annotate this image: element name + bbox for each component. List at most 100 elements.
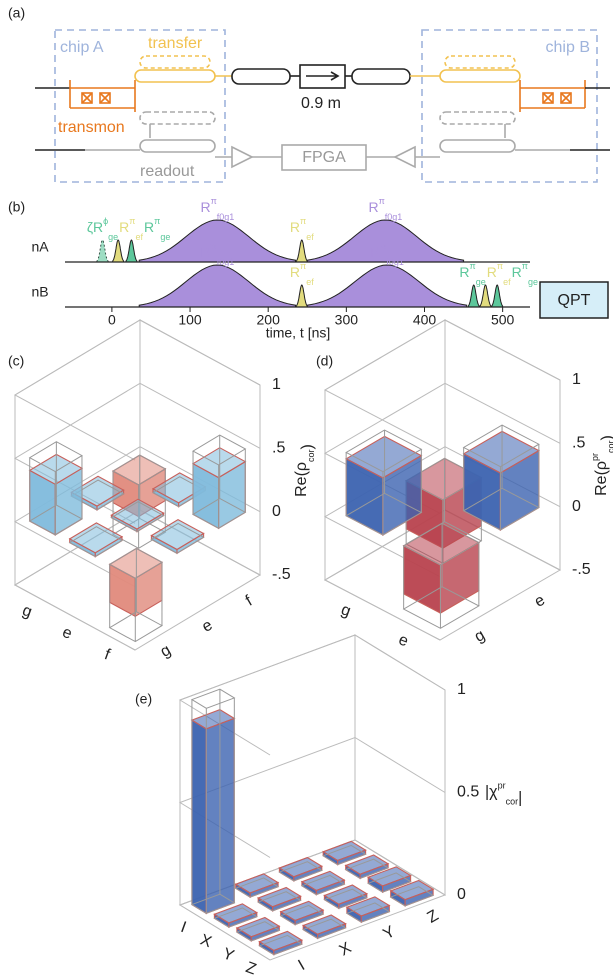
col-label: e: [199, 617, 215, 636]
col-label: g: [158, 642, 174, 661]
label-sup: π: [522, 261, 528, 271]
label: ζRϕge: [87, 216, 118, 242]
readout-label: readout: [140, 163, 195, 180]
ideal-outline: [213, 907, 258, 928]
label: Rπef: [487, 261, 511, 287]
panel-label: (e): [135, 691, 152, 707]
ideal-outline: [345, 902, 391, 923]
ideal-outline: [344, 858, 390, 879]
ideal-outline: [402, 522, 480, 629]
label-sub: ef: [306, 232, 314, 242]
resonator: [439, 69, 521, 83]
pulse: [96, 239, 109, 263]
label-sup: π: [470, 261, 476, 271]
label-sub: ef: [306, 277, 314, 287]
label: |χprcor|: [485, 781, 522, 807]
chip-b-box: [421, 29, 598, 183]
fpga-label: FPGA: [302, 149, 346, 166]
z-tick-label: 0: [572, 498, 581, 515]
x-tick-label: 500: [491, 312, 515, 328]
chip-label: chip A: [60, 39, 104, 56]
ideal-outline: [235, 921, 281, 942]
bar-top: [389, 879, 435, 901]
label-base: Re(ρ: [293, 462, 310, 497]
transmon-label: transmon: [58, 119, 125, 136]
ideal-outline: [28, 441, 83, 536]
arrow: [306, 71, 340, 81]
z-tick-label: 1: [272, 376, 281, 393]
label-sup: π: [380, 241, 386, 251]
panel-label: (d): [316, 353, 333, 369]
label-sub: cor: [606, 440, 613, 453]
resonator: [439, 139, 516, 153]
channel-label: nB: [31, 284, 48, 300]
ideal-outline: [300, 874, 346, 896]
label-prefix: ζ: [87, 219, 93, 235]
row-label: g: [339, 601, 353, 620]
z-tick-label: 1: [457, 681, 466, 698]
pulse: [491, 284, 504, 308]
row-label: Z: [243, 959, 258, 975]
pulse: [306, 219, 465, 263]
ideal-outline: [190, 688, 236, 914]
junction: [99, 92, 111, 104]
label-sup: π: [300, 216, 306, 226]
pulse: [125, 239, 138, 263]
z-tick-label: .5: [572, 435, 585, 452]
z-tick-label: -.5: [572, 561, 591, 578]
junction: [81, 92, 93, 104]
x-tick-label: 300: [335, 312, 359, 328]
pulse: [295, 284, 308, 308]
bar-top: [150, 518, 205, 551]
ideal-outline: [322, 844, 367, 866]
panel-label: (c): [8, 353, 24, 369]
pulse: [479, 284, 492, 308]
label: Rπef: [119, 216, 143, 242]
ideal-outline: [367, 872, 412, 893]
label-sup: ϕ: [103, 216, 108, 226]
resonator: [139, 139, 216, 153]
label-sup: π: [211, 241, 217, 251]
channel-label: nA: [31, 239, 49, 255]
row-label: f: [102, 646, 113, 664]
bar-top: [258, 930, 304, 952]
label-base: R: [93, 219, 103, 235]
schematic: [35, 29, 610, 183]
z-tick-label: 0.5: [457, 784, 479, 801]
chip-label: chip B: [546, 39, 590, 56]
ideal-outline: [68, 526, 123, 558]
x-tick-label: 0: [108, 312, 116, 328]
bar-top: [279, 900, 325, 922]
label-base: R: [290, 264, 300, 280]
grid-line: [323, 509, 561, 641]
panel-label: (b): [8, 199, 25, 215]
ideal-outline: [278, 861, 323, 882]
pulse: [467, 284, 480, 308]
label-sub: f0g1: [217, 257, 235, 267]
col-label: X: [337, 939, 355, 959]
label-sub: f0g1: [217, 212, 235, 222]
bar-side: [191, 719, 207, 915]
pulse: [295, 239, 308, 263]
bar-top: [366, 866, 412, 887]
resonator: [139, 111, 216, 125]
bar-top: [300, 870, 346, 892]
label-base: R: [368, 199, 378, 215]
bar-top: [301, 914, 347, 935]
bar-top: [256, 886, 302, 908]
label-sub: ge: [108, 232, 118, 242]
col-label: Y: [380, 923, 398, 943]
bar-top: [345, 896, 391, 917]
label-sup: π: [211, 196, 217, 206]
label-sub: ef: [503, 277, 511, 287]
pulse: [112, 239, 125, 263]
bar-top: [70, 475, 125, 507]
label-suffix: ): [599, 435, 613, 440]
label-sub: ge: [476, 277, 486, 287]
label-sub: f0g1: [385, 212, 403, 222]
label: Rπge: [512, 261, 538, 287]
label-sup: pr: [590, 453, 600, 461]
bar-top: [234, 873, 280, 894]
ideal-outline: [192, 434, 247, 529]
label: Rπge: [459, 261, 485, 287]
